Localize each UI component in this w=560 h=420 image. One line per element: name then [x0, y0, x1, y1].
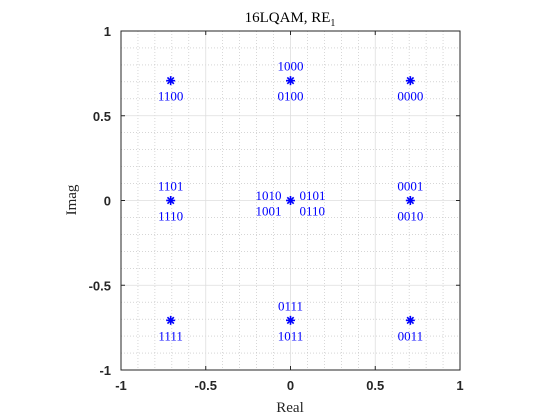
data-point	[286, 315, 295, 325]
point-label: 0111	[278, 298, 303, 313]
data-point	[405, 76, 415, 86]
point-label: 0001	[397, 179, 423, 194]
data-point	[166, 315, 176, 325]
point-label: 1011	[278, 328, 304, 343]
y-tick-label: -1	[99, 363, 111, 378]
point-label: 0100	[278, 89, 304, 104]
x-tick-label: -1	[115, 378, 127, 393]
point-label: 0101	[300, 188, 326, 203]
x-tick-label: -0.5	[195, 378, 217, 393]
point-label: 1110	[158, 209, 183, 224]
chart-title: 16LQAM, RE1	[245, 10, 336, 29]
x-tick-label: 0	[287, 378, 294, 393]
point-label: 1000	[278, 59, 304, 74]
point-label: 0110	[300, 204, 326, 219]
point-label: 1010	[256, 188, 282, 203]
data-point	[405, 196, 415, 205]
y-tick-label: 1	[104, 24, 111, 39]
x-axis-label: Real	[276, 400, 304, 416]
point-label: 1001	[256, 204, 282, 219]
data-point	[405, 315, 415, 325]
x-tick-label: 1	[456, 378, 463, 393]
point-label: 0011	[398, 328, 424, 343]
data-point	[166, 76, 176, 86]
point-label: 0000	[397, 89, 423, 104]
axis-ticks: -1 -0.5 0 0.5 1 1 0.5 0 -0.5 -1	[89, 24, 464, 393]
point-label: 0010	[397, 209, 423, 224]
point-label: 1101	[158, 179, 184, 194]
data-point	[166, 196, 176, 205]
y-tick-label: 0.5	[93, 109, 111, 124]
data-point	[286, 196, 295, 205]
y-tick-label: -0.5	[89, 278, 111, 293]
point-label: 1100	[158, 89, 184, 104]
y-axis-label: Imag	[64, 184, 80, 215]
y-tick-label: 0	[104, 194, 111, 209]
x-tick-label: 0.5	[366, 378, 384, 393]
grid	[121, 31, 460, 370]
data-point	[286, 76, 295, 86]
point-label: 1111	[158, 328, 183, 343]
